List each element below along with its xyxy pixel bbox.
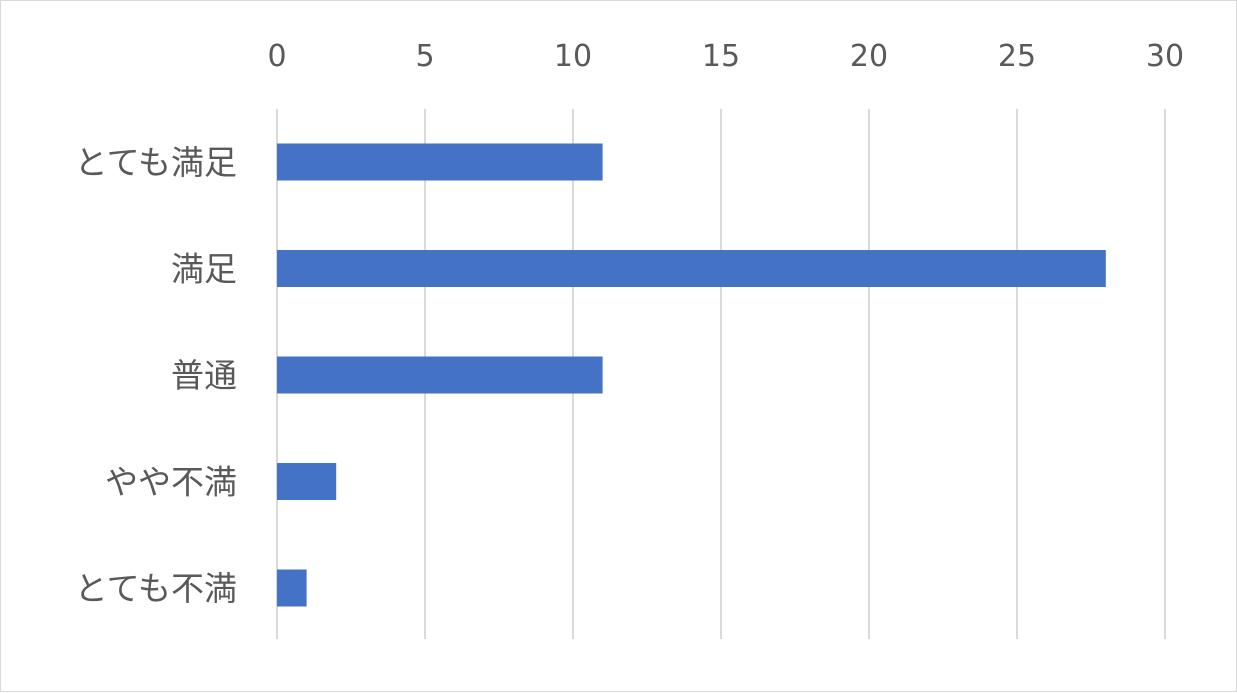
bar-3 [277,463,337,500]
category-label: 普通 [171,356,237,395]
category-label: やや不満 [105,463,237,502]
bar-2 [277,356,603,394]
x-tick-label: 0 [267,39,286,74]
x-tick-label: 25 [998,39,1036,74]
bar-0 [277,143,603,181]
bars [277,143,1106,607]
x-tick-label: 20 [850,39,888,74]
category-label: とても満足 [75,143,237,182]
bar-4 [277,569,307,607]
category-label: 満足 [171,250,237,289]
x-tick-label: 5 [415,39,434,74]
x-axis-ticks: 0 5 10 15 20 25 30 [267,39,1184,74]
category-label: とても不満 [75,569,237,608]
x-tick-label: 10 [554,39,592,74]
x-tick-label: 30 [1146,39,1184,74]
x-tick-label: 15 [702,39,740,74]
bar-1 [277,250,1106,287]
